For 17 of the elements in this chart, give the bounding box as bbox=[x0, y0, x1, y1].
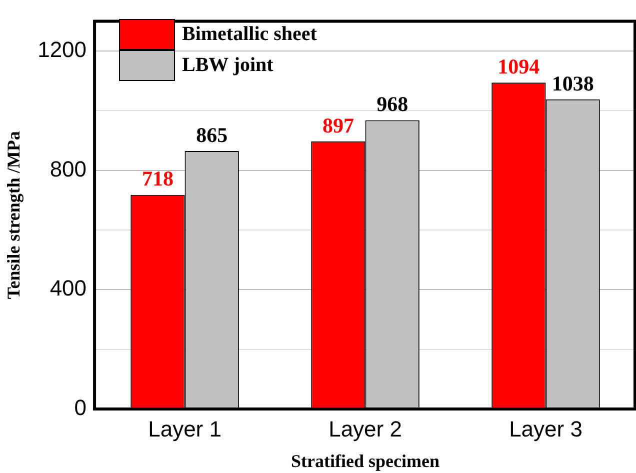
data-label: 865 bbox=[196, 122, 228, 147]
x-tick-label: Layer 1 bbox=[148, 416, 222, 442]
y-axis-title: Tensile strength /MPa bbox=[3, 131, 24, 300]
data-label: 1094 bbox=[498, 54, 540, 79]
y-tick-label: 800 bbox=[50, 156, 87, 182]
legend-label: LBW joint bbox=[182, 54, 274, 77]
x-axis-title: Stratified specimen bbox=[291, 450, 440, 471]
data-label: 1038 bbox=[552, 71, 594, 96]
legend-label: Bimetallic sheet bbox=[182, 23, 317, 46]
y-tick-label: 400 bbox=[50, 276, 87, 301]
x-tick-label: Layer 3 bbox=[509, 416, 582, 442]
y-tick-label: 1200 bbox=[38, 37, 87, 62]
data-label: 897 bbox=[322, 113, 354, 138]
x-tick-label: Layer 2 bbox=[328, 416, 402, 442]
data-label: 968 bbox=[376, 92, 408, 116]
data-label: 718 bbox=[142, 166, 174, 191]
y-tick-label: 0 bbox=[74, 395, 87, 420]
